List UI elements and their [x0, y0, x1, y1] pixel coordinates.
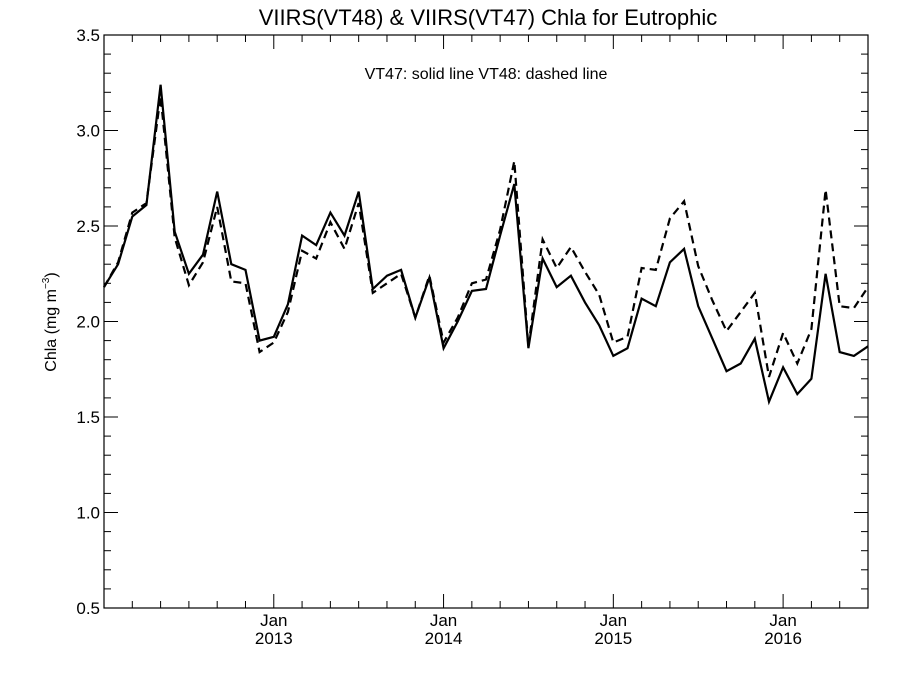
x-tick-label-month: Jan [260, 611, 287, 630]
x-tick-label-year: 2013 [255, 629, 293, 648]
x-tick-label-month: Jan [600, 611, 627, 630]
y-axis-title-close: ) [43, 272, 60, 277]
y-tick-label: 1.0 [76, 504, 100, 523]
series-line-vt48 [103, 95, 869, 378]
y-tick-label: 2.5 [76, 217, 100, 236]
x-tick-label-year: 2015 [594, 629, 632, 648]
y-axis-title-superscript: −3 [41, 277, 52, 289]
series-layer [103, 84, 869, 406]
series-line-vt47 [103, 84, 869, 406]
plot-frame [103, 34, 869, 609]
x-tick-label-month: Jan [769, 611, 796, 630]
y-axis-title: Chla (mg m−3) [41, 272, 60, 371]
chart-title: VIIRS(VT48) & VIIRS(VT47) Chla for Eutro… [259, 5, 718, 30]
line-style-annotation: VT47: solid line VT48: dashed line [365, 66, 608, 83]
y-tick-label: 2.0 [76, 313, 100, 332]
x-tick-label-year: 2014 [425, 629, 463, 648]
y-tick-label: 1.5 [76, 408, 100, 427]
y-tick-label: 3.0 [76, 122, 100, 141]
y-axis: 0.5 1.0 1.5 2.0 2.5 3.0 3.5 [76, 26, 868, 618]
svg-text:Chla (mg m−3): Chla (mg m−3) [41, 272, 60, 371]
x-tick-label-year: 2016 [764, 629, 802, 648]
y-tick-label: 3.5 [76, 26, 100, 45]
y-axis-title-main: Chla (mg m [43, 289, 60, 372]
x-tick-label-month: Jan [430, 611, 457, 630]
y-tick-label: 0.5 [76, 599, 100, 618]
